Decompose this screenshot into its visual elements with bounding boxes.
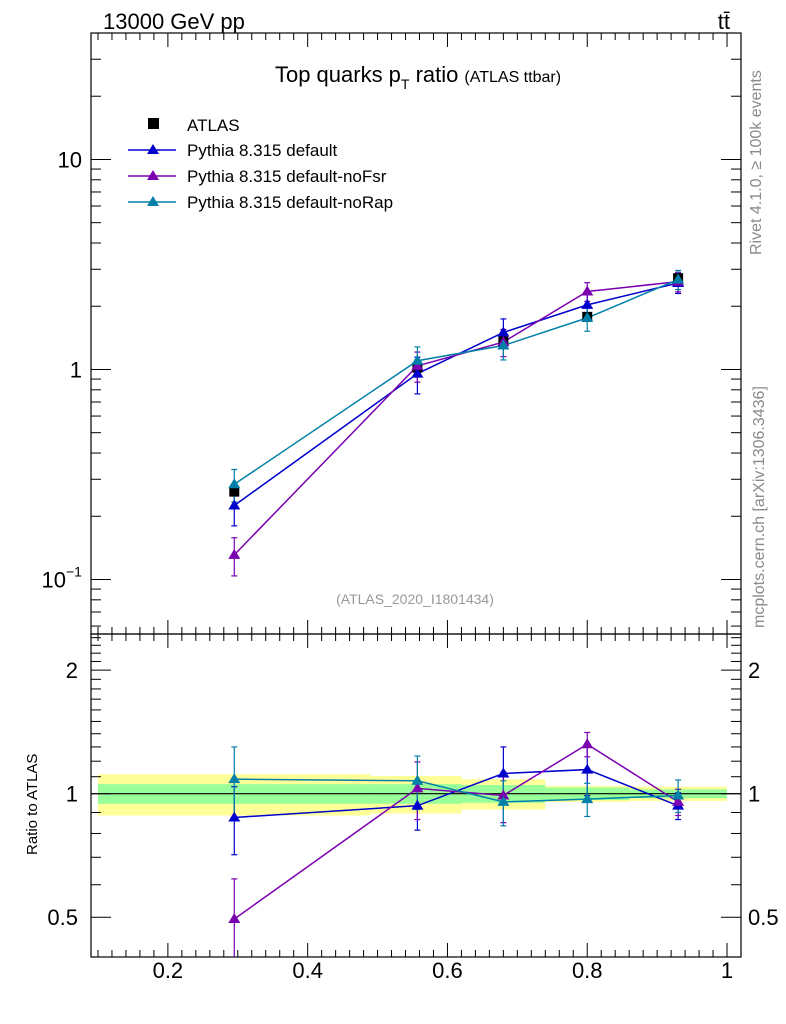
ratio-frame xyxy=(90,633,742,958)
ratio-series-marker-1 xyxy=(497,789,510,800)
legend-label-atlas: ATLAS xyxy=(187,116,240,135)
main-y-tick-label-exponent: −1 xyxy=(66,563,82,579)
title-ratio: ratio xyxy=(409,62,458,87)
ratio-panel: 2 2 1 1 0.5 0.5 0.2 0.4 0.6 0.8 1 xyxy=(47,633,779,983)
ratio-y-tick-label-left: 1 xyxy=(66,782,78,807)
ratio-series-marker-0 xyxy=(497,767,510,778)
process-label: tt̄ xyxy=(718,9,730,34)
ratio-series-marker-1 xyxy=(411,782,424,793)
main-series-marker-1 xyxy=(581,285,594,296)
title-subscript: T xyxy=(401,76,410,92)
legend-entry-default: Pythia 8.315 default xyxy=(128,141,338,160)
ratio-series-marker-2 xyxy=(497,795,510,806)
main-y-tick-label: 10 xyxy=(42,567,66,592)
main-series-marker-1 xyxy=(228,548,241,559)
rivet-label: Rivet 4.1.0, ≥ 100k events xyxy=(748,70,765,255)
atlas-data-point xyxy=(229,486,240,497)
ratio-y-axis-label: Ratio to ATLAS xyxy=(24,754,41,855)
main-series-line-0 xyxy=(233,282,679,507)
ratio-series-marker-0 xyxy=(581,763,594,774)
ratio-y-tick-label-left: 2 xyxy=(66,658,78,683)
main-series-marker-0 xyxy=(411,367,424,378)
legend-label-default: Pythia 8.315 default xyxy=(187,141,338,160)
legend-marker-norap xyxy=(147,196,159,206)
analysis-label: (ATLAS_2020_I1801434) xyxy=(336,591,494,607)
ratio-y-tick-label-right: 0.5 xyxy=(748,905,779,930)
legend-label-norap: Pythia 8.315 default-noRap xyxy=(187,193,393,212)
main-series-marker-0 xyxy=(581,298,594,309)
legend-marker-default xyxy=(147,144,159,154)
main-y-tick-label: 10 xyxy=(58,147,82,172)
title-main: Top quarks p xyxy=(275,62,401,87)
x-tick-label: 0.4 xyxy=(292,958,323,983)
legend-entry-atlas: ATLAS xyxy=(148,116,240,135)
ratio-series-marker-2 xyxy=(411,774,424,785)
energy-label: 13000 GeV pp xyxy=(103,9,245,34)
main-series-marker-2 xyxy=(581,311,594,322)
main-series-marker-0 xyxy=(497,326,510,337)
chart-title: Top quarks pT ratio (ATLAS ttbar) xyxy=(275,62,561,92)
main-series-marker-2 xyxy=(228,478,241,489)
main-series-marker-2 xyxy=(672,273,685,284)
main-series-line-1 xyxy=(233,280,679,556)
main-series-marker-2 xyxy=(411,354,424,365)
x-tick-label: 1 xyxy=(721,958,733,983)
main-series-line-2 xyxy=(233,278,679,485)
legend-entry-norap: Pythia 8.315 default-noRap xyxy=(128,193,393,212)
main-y-tick-label: 1 xyxy=(70,357,82,382)
ratio-series-marker-1 xyxy=(228,913,241,924)
x-tick-label: 0.8 xyxy=(572,958,603,983)
mcplots-label: mcplots.cern.ch [arXiv:1306.3436] xyxy=(751,386,768,628)
ratio-series-marker-0 xyxy=(411,799,424,810)
ratio-series-line-1 xyxy=(233,743,679,920)
ratio-series-marker-2 xyxy=(228,773,241,784)
x-tick-label: 0.2 xyxy=(153,958,184,983)
legend-marker-nofsr xyxy=(147,170,159,180)
ratio-series-marker-1 xyxy=(581,738,594,749)
legend-entry-nofsr: Pythia 8.315 default-noFsr xyxy=(128,167,387,186)
legend-label-nofsr: Pythia 8.315 default-noFsr xyxy=(187,167,387,186)
ratio-series-marker-2 xyxy=(581,793,594,804)
legend: ATLAS Pythia 8.315 default Pythia 8.315 … xyxy=(128,116,393,212)
legend-marker-atlas xyxy=(148,118,159,129)
ratio-y-tick-label-right: 1 xyxy=(748,782,760,807)
main-series-marker-2 xyxy=(497,339,510,350)
main-series-marker-0 xyxy=(228,499,241,510)
main-series-marker-1 xyxy=(411,359,424,370)
x-tick-label: 0.6 xyxy=(432,958,463,983)
ratio-series-marker-0 xyxy=(228,811,241,822)
ratio-y-tick-label-right: 2 xyxy=(748,658,760,683)
ratio-y-tick-label-left: 0.5 xyxy=(47,905,78,930)
ratio-series-marker-2 xyxy=(672,789,685,800)
ratio-series-marker-1 xyxy=(672,795,685,806)
title-detail: (ATLAS ttbar) xyxy=(464,69,561,86)
